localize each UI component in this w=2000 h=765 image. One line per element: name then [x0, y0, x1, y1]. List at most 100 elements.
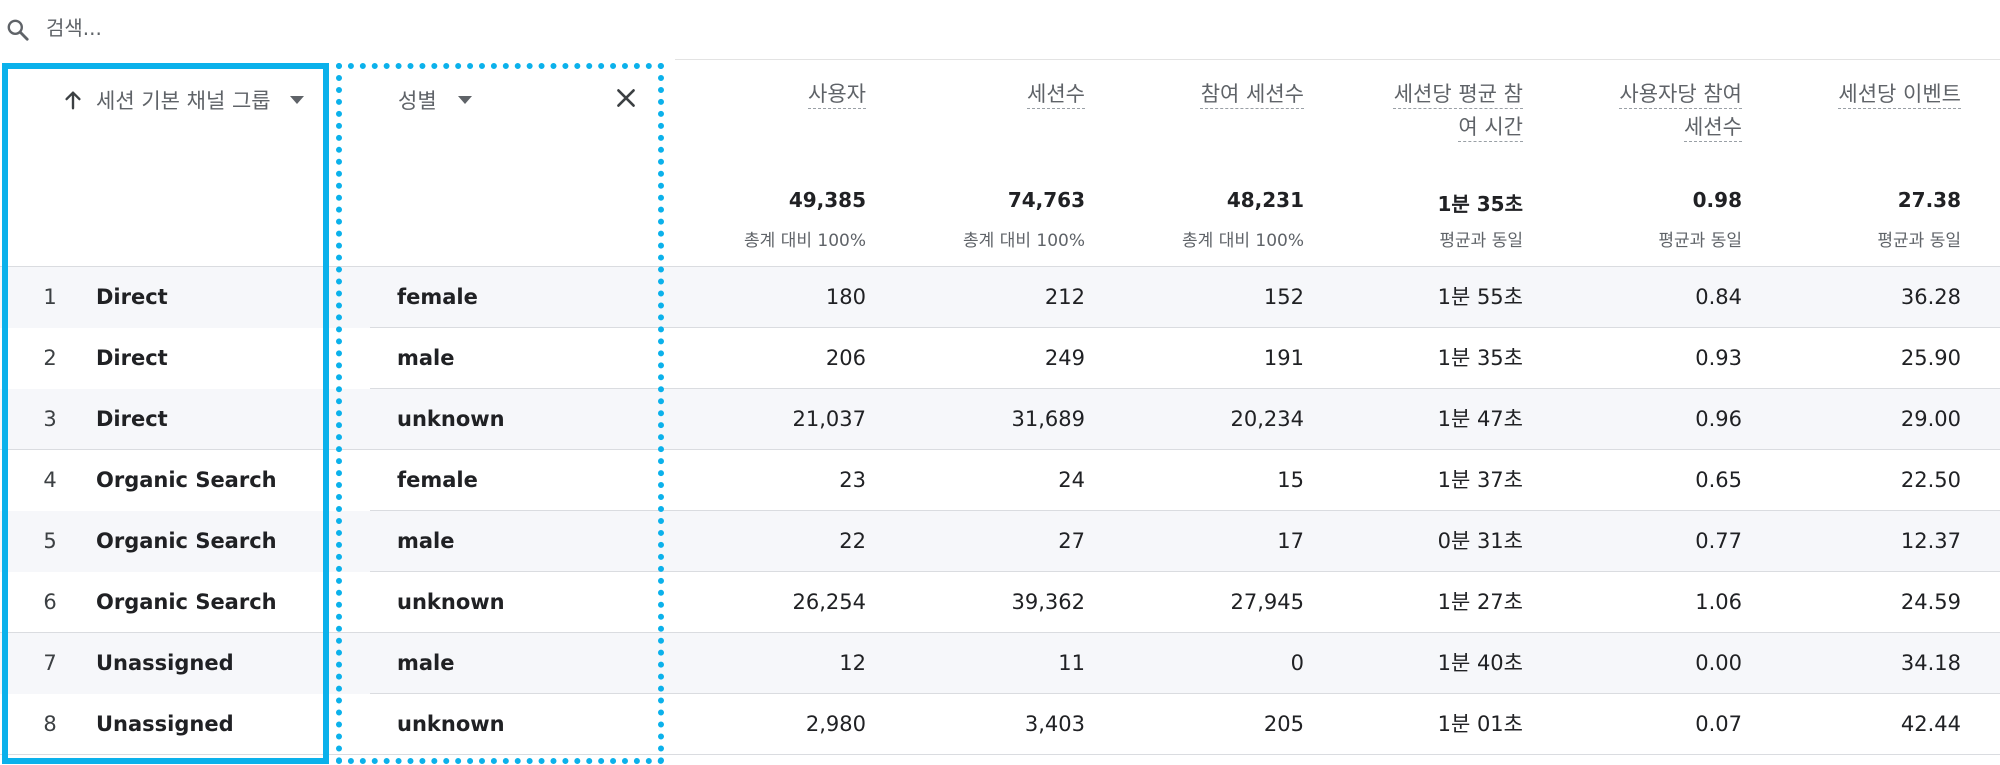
primary-dimension-label: 세션 기본 채널 그룹 [96, 89, 271, 113]
sessions-cell: 249 [1044, 346, 1085, 370]
engaged-sessions-per-user-cell: 0.96 [1695, 407, 1742, 431]
secondary-dimension-label: 성별 [398, 89, 437, 113]
close-icon[interactable] [613, 85, 639, 111]
row-index: 8 [43, 712, 57, 736]
users-cell: 180 [825, 285, 866, 309]
avg-engagement-time-cell: 1분 55초 [1437, 285, 1523, 309]
gender-cell: unknown [397, 590, 505, 614]
engaged-sessions-cell: 17 [1277, 529, 1304, 553]
engaged-sessions-cell: 15 [1277, 468, 1304, 492]
row-divider [370, 693, 2000, 694]
avg-engagement-time-cell: 1분 01초 [1437, 712, 1523, 736]
engaged-sessions-per-user-cell: 0.07 [1695, 712, 1742, 736]
caret-down-icon[interactable] [457, 95, 473, 105]
metric-total-percentage: 총계 대비 100% [1182, 231, 1304, 251]
row-index: 6 [43, 590, 57, 614]
caret-down-icon[interactable] [289, 95, 305, 105]
events-per-session-cell: 25.90 [1900, 346, 1961, 370]
sessions-cell: 3,403 [1024, 712, 1085, 736]
avg-engagement-time-cell: 1분 27초 [1437, 590, 1523, 614]
row-divider [0, 754, 2000, 755]
engaged-sessions-cell: 191 [1263, 346, 1304, 370]
metric-total-comparison: 평균과 동일 [1877, 231, 1961, 251]
avg-engagement-time-cell: 1분 47초 [1437, 407, 1523, 431]
metric-total: 27.38 [1897, 188, 1961, 212]
events-per-session-cell: 36.28 [1900, 285, 1961, 309]
gender-cell: female [397, 468, 478, 492]
metric-header-users[interactable]: 사용자 [808, 82, 866, 106]
metric-total: 74,763 [1007, 188, 1085, 212]
gender-cell: unknown [397, 407, 505, 431]
metric-total: 0.98 [1692, 188, 1742, 212]
engaged-sessions-per-user-cell: 1.06 [1695, 590, 1742, 614]
row-divider [0, 632, 2000, 633]
row-index: 7 [43, 651, 57, 675]
avg-engagement-time-cell: 0분 31초 [1437, 529, 1523, 553]
users-cell: 23 [839, 468, 866, 492]
engaged-sessions-cell: 27,945 [1230, 590, 1304, 614]
metric-header-events-per-session[interactable]: 세션당 이벤트 [1838, 82, 1961, 106]
gender-cell: male [397, 651, 455, 675]
table-row[interactable]: 7 Unassigned male 12 11 0 1분 40초 0.00 34… [0, 633, 2000, 694]
events-per-session-cell: 42.44 [1900, 712, 1961, 736]
gender-cell: unknown [397, 712, 505, 736]
header-divider [0, 266, 2000, 267]
search-icon[interactable] [5, 17, 31, 43]
row-divider [370, 510, 2000, 511]
events-per-session-cell: 29.00 [1900, 407, 1961, 431]
users-cell: 2,980 [805, 712, 866, 736]
events-per-session-cell: 24.59 [1900, 590, 1961, 614]
channel-cell: Organic Search [96, 590, 277, 614]
metric-header-sessions[interactable]: 세션수 [1027, 82, 1085, 106]
primary-dimension-header[interactable]: 세션 기본 채널 그룹 [62, 82, 305, 118]
gender-cell: male [397, 529, 455, 553]
avg-engagement-time-cell: 1분 35초 [1437, 346, 1523, 370]
channel-cell: Unassigned [96, 712, 234, 736]
gender-cell: male [397, 346, 455, 370]
avg-engagement-time-cell: 1분 37초 [1437, 468, 1523, 492]
row-divider [370, 388, 2000, 389]
metric-header-engaged-sessions[interactable]: 참여 세션수 [1200, 82, 1304, 106]
table-row[interactable]: 1 Direct female 180 212 152 1분 55초 0.84 … [0, 267, 2000, 328]
users-cell: 206 [825, 346, 866, 370]
metric-total: 49,385 [788, 188, 866, 212]
users-cell: 26,254 [792, 590, 866, 614]
table-row[interactable]: 8 Unassigned unknown 2,980 3,403 205 1분 … [0, 694, 2000, 755]
sessions-cell: 24 [1058, 468, 1085, 492]
sessions-cell: 31,689 [1011, 407, 1085, 431]
search-bar [0, 0, 2000, 56]
row-index: 4 [43, 468, 57, 492]
row-divider [370, 327, 2000, 328]
channel-cell: Organic Search [96, 468, 277, 492]
events-per-session-cell: 34.18 [1900, 651, 1961, 675]
metric-total-percentage: 총계 대비 100% [963, 231, 1085, 251]
metric-total: 48,231 [1226, 188, 1304, 212]
secondary-dimension-header[interactable]: 성별 [398, 82, 473, 118]
row-index: 2 [43, 346, 57, 370]
engaged-sessions-per-user-cell: 0.93 [1695, 346, 1742, 370]
row-divider [370, 571, 2000, 572]
table-row[interactable]: 4 Organic Search female 23 24 15 1분 37초 … [0, 450, 2000, 511]
row-index: 5 [43, 529, 57, 553]
events-per-session-cell: 12.37 [1900, 529, 1961, 553]
table-row[interactable]: 6 Organic Search unknown 26,254 39,362 2… [0, 572, 2000, 633]
channel-cell: Organic Search [96, 529, 277, 553]
sessions-cell: 11 [1058, 651, 1085, 675]
search-input[interactable] [46, 10, 646, 46]
engaged-sessions-per-user-cell: 0.77 [1695, 529, 1742, 553]
engaged-sessions-per-user-cell: 0.84 [1695, 285, 1742, 309]
arrow-up-icon [65, 91, 81, 110]
engaged-sessions-cell: 0 [1290, 651, 1304, 675]
channel-cell: Direct [96, 407, 168, 431]
table-row[interactable]: 3 Direct unknown 21,037 31,689 20,234 1분… [0, 389, 2000, 450]
metric-header-engaged-sessions-per-user[interactable]: 사용자당 참여 세션수 [1619, 82, 1742, 139]
table-row[interactable]: 5 Organic Search male 22 27 17 0분 31초 0.… [0, 511, 2000, 572]
row-divider [0, 449, 2000, 450]
sessions-cell: 212 [1044, 285, 1085, 309]
metric-total: 1분 35초 [1437, 192, 1523, 216]
sessions-cell: 27 [1058, 529, 1085, 553]
table-row[interactable]: 2 Direct male 206 249 191 1분 35초 0.93 25… [0, 328, 2000, 389]
engaged-sessions-cell: 20,234 [1230, 407, 1304, 431]
